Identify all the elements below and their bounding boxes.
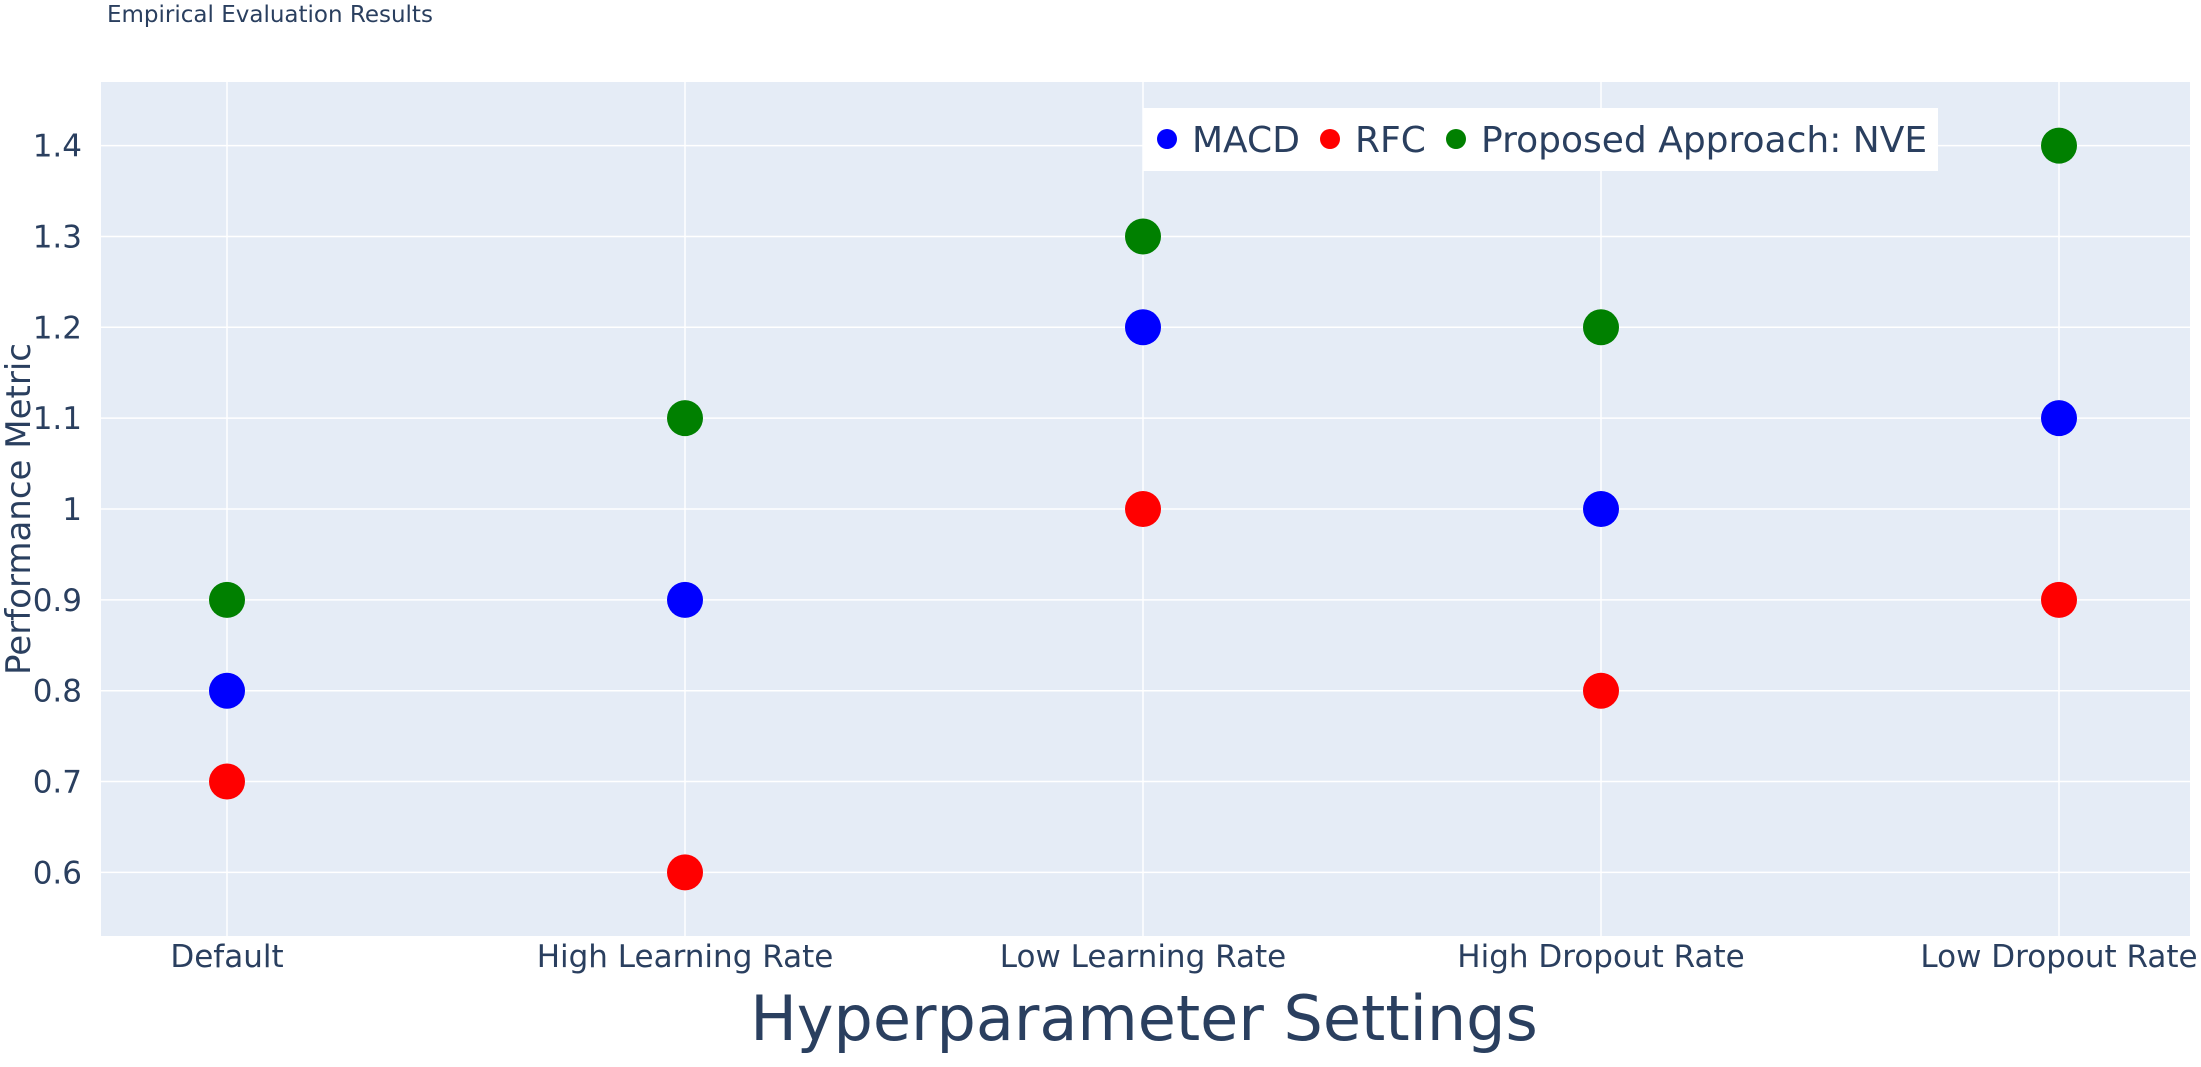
x-axis-label: Hyperparameter Settings (750, 982, 1538, 1055)
y-axis-ticks: 0.6 0.7 0.8 0.9 1 1.1 1.2 1.3 1.4 (33, 129, 82, 892)
point-macd[interactable] (1125, 309, 1161, 346)
legend-marker-rfc (1320, 129, 1340, 149)
data-points (209, 127, 2077, 891)
legend-label-macd[interactable]: MACD (1192, 120, 1300, 161)
x-tick-label: High Learning Rate (537, 939, 834, 975)
legend-label-rfc[interactable]: RFC (1355, 120, 1426, 161)
point-proposed-approach-nve[interactable] (2041, 127, 2077, 164)
grid (101, 82, 2190, 936)
point-rfc[interactable] (2041, 581, 2077, 618)
legend-marker-macd (1157, 129, 1177, 149)
point-macd[interactable] (209, 672, 245, 709)
legend-items[interactable]: MACD RFC Proposed Approach: NVE (1157, 120, 1927, 161)
x-tick-label: Low Learning Rate (1000, 939, 1286, 975)
point-rfc[interactable] (209, 763, 245, 800)
legend-marker-proposed-approach-nve (1446, 129, 1466, 149)
y-tick-label: 1 (62, 492, 82, 528)
point-proposed-approach-nve[interactable] (1583, 309, 1619, 346)
x-tick-label: Low Dropout Rate (1920, 939, 2197, 975)
y-tick-label: 0.6 (33, 855, 82, 891)
point-macd[interactable] (667, 581, 703, 618)
y-tick-label: 0.9 (33, 583, 82, 619)
point-proposed-approach-nve[interactable] (1125, 218, 1161, 255)
legend-label-proposed-approach-nve[interactable]: Proposed Approach: NVE (1481, 120, 1927, 161)
y-tick-label: 1.3 (33, 219, 82, 255)
point-rfc[interactable] (1125, 491, 1161, 527)
x-axis-ticks: Default High Learning Rate Low Learning Ra… (170, 939, 2197, 975)
legend[interactable]: MACD RFC Proposed Approach: NVE (1143, 108, 1938, 171)
y-tick-label: 1.1 (33, 401, 82, 437)
y-tick-label: 0.8 (33, 674, 82, 710)
chart-title: Empirical Evaluation Results (107, 2, 433, 28)
y-axis-label: Performance Metric (0, 343, 39, 675)
x-tick-label: Default (170, 939, 283, 975)
x-tick-label: High Dropout Rate (1457, 939, 1744, 975)
point-macd[interactable] (1583, 491, 1619, 527)
legend-background (1143, 108, 1938, 171)
point-proposed-approach-nve[interactable] (209, 581, 245, 618)
point-proposed-approach-nve[interactable] (667, 400, 703, 437)
point-rfc[interactable] (1583, 672, 1619, 709)
y-tick-label: 1.4 (33, 129, 82, 165)
y-tick-label: 1.2 (33, 310, 82, 346)
x-axis-label-background (757, 978, 1530, 1063)
point-macd[interactable] (2041, 400, 2077, 437)
point-rfc[interactable] (667, 854, 703, 891)
y-tick-label: 0.7 (33, 765, 82, 801)
